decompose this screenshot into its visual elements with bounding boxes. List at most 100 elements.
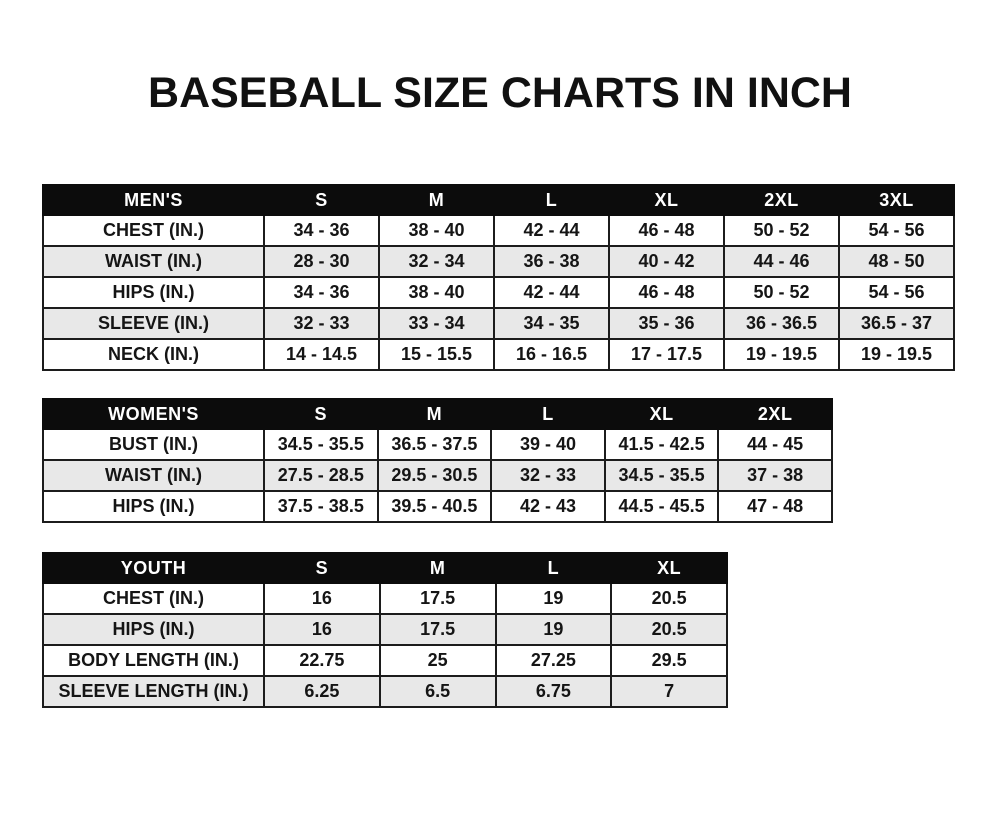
size-value-cell: 29.5 - 30.5 [376, 459, 493, 492]
womens-size-table: WOMEN'S S M L XL 2XL BUST (IN.) 34.5 - 35.5 36.5… [42, 398, 833, 523]
womens-size-header-cell: S [263, 398, 379, 430]
size-value-cell: 37.5 - 38.5 [263, 490, 379, 523]
size-value-cell: 36.5 - 37.5 [376, 428, 493, 461]
size-value-cell: 16 [263, 613, 381, 646]
size-value-cell: 7 [610, 675, 728, 708]
mens-measurement-row: CHEST (IN.) 34 - 36 38 - 40 42 - 44 46 - 48 5… [42, 214, 955, 247]
size-value-cell: 34.5 - 35.5 [263, 428, 379, 461]
size-value-cell: 19 - 19.5 [723, 338, 840, 371]
size-value-cell: 16 - 16.5 [493, 338, 610, 371]
womens-size-header-cell: XL [603, 398, 720, 430]
size-value-cell: 42 - 43 [490, 490, 606, 523]
measurement-label: SLEEVE (IN.) [42, 307, 265, 340]
mens-table-title-cell: MEN'S [42, 184, 265, 216]
size-value-cell: 38 - 40 [378, 214, 495, 247]
size-value-cell: 34 - 36 [263, 214, 380, 247]
size-value-cell: 6.5 [378, 675, 497, 708]
size-value-cell: 20.5 [610, 613, 728, 646]
size-value-cell: 50 - 52 [723, 276, 840, 309]
mens-header-row: MEN'S S M L XL 2XL 3XL [42, 184, 955, 216]
youth-measurement-row: SLEEVE LENGTH (IN.) 6.25 6.5 6.75 7 [42, 675, 728, 708]
size-charts-container: MEN'S S M L XL 2XL 3XL CHEST (IN.) 34 - 36 38 - 4… [0, 184, 1000, 708]
size-value-cell: 32 - 33 [263, 307, 380, 340]
size-value-cell: 36.5 - 37 [838, 307, 955, 340]
size-value-cell: 39.5 - 40.5 [376, 490, 493, 523]
mens-measurement-row: SLEEVE (IN.) 32 - 33 33 - 34 34 - 35 35 - 36… [42, 307, 955, 340]
mens-size-header-cell: L [493, 184, 610, 216]
measurement-label: WAIST (IN.) [42, 245, 265, 278]
womens-table-title-cell: WOMEN'S [42, 398, 265, 430]
size-value-cell: 42 - 44 [493, 276, 610, 309]
measurement-label: CHEST (IN.) [42, 582, 265, 615]
womens-size-header-cell: L [490, 398, 606, 430]
size-value-cell: 6.25 [263, 675, 381, 708]
size-value-cell: 41.5 - 42.5 [603, 428, 720, 461]
measurement-label: WAIST (IN.) [42, 459, 265, 492]
mens-size-header-cell: M [378, 184, 495, 216]
size-value-cell: 25 [378, 644, 497, 677]
size-value-cell: 34 - 35 [493, 307, 610, 340]
mens-size-header-cell: S [263, 184, 380, 216]
size-value-cell: 38 - 40 [378, 276, 495, 309]
size-value-cell: 46 - 48 [608, 276, 725, 309]
womens-size-header-cell: 2XL [717, 398, 833, 430]
youth-size-header-cell: S [263, 552, 381, 584]
size-value-cell: 17 - 17.5 [608, 338, 725, 371]
size-value-cell: 32 - 33 [490, 459, 606, 492]
size-value-cell: 17.5 [378, 613, 497, 646]
size-value-cell: 16 [263, 582, 381, 615]
youth-measurement-row: BODY LENGTH (IN.) 22.75 25 27.25 29.5 [42, 644, 728, 677]
measurement-label: NECK (IN.) [42, 338, 265, 371]
size-value-cell: 46 - 48 [608, 214, 725, 247]
size-value-cell: 28 - 30 [263, 245, 380, 278]
size-value-cell: 44 - 46 [723, 245, 840, 278]
youth-size-table: YOUTH S M L XL CHEST (IN.) 16 17.5 19 20.5 HIPS (I… [42, 552, 728, 708]
size-value-cell: 54 - 56 [838, 214, 955, 247]
size-value-cell: 48 - 50 [838, 245, 955, 278]
size-value-cell: 34 - 36 [263, 276, 380, 309]
size-value-cell: 44.5 - 45.5 [603, 490, 720, 523]
size-value-cell: 36 - 36.5 [723, 307, 840, 340]
size-value-cell: 33 - 34 [378, 307, 495, 340]
size-value-cell: 19 - 19.5 [838, 338, 955, 371]
measurement-label: HIPS (IN.) [42, 276, 265, 309]
youth-size-chart-section: YOUTH S M L XL CHEST (IN.) 16 17.5 19 20.5 HIPS (I… [42, 552, 1000, 708]
youth-measurement-row: HIPS (IN.) 16 17.5 19 20.5 [42, 613, 728, 646]
size-value-cell: 14 - 14.5 [263, 338, 380, 371]
size-value-cell: 39 - 40 [490, 428, 606, 461]
womens-measurement-row: HIPS (IN.) 37.5 - 38.5 39.5 - 40.5 42 - 43 4… [42, 490, 833, 523]
youth-measurement-row: CHEST (IN.) 16 17.5 19 20.5 [42, 582, 728, 615]
size-value-cell: 19 [494, 582, 613, 615]
womens-measurement-row: BUST (IN.) 34.5 - 35.5 36.5 - 37.5 39 - 40 4… [42, 428, 833, 461]
size-value-cell: 27.5 - 28.5 [263, 459, 379, 492]
womens-size-header-cell: M [376, 398, 493, 430]
size-value-cell: 54 - 56 [838, 276, 955, 309]
size-value-cell: 47 - 48 [717, 490, 833, 523]
size-value-cell: 35 - 36 [608, 307, 725, 340]
youth-header-row: YOUTH S M L XL [42, 552, 728, 584]
size-value-cell: 37 - 38 [717, 459, 833, 492]
mens-measurement-row: WAIST (IN.) 28 - 30 32 - 34 36 - 38 40 - 42 4… [42, 245, 955, 278]
measurement-label: SLEEVE LENGTH (IN.) [42, 675, 265, 708]
size-value-cell: 17.5 [378, 582, 497, 615]
size-value-cell: 36 - 38 [493, 245, 610, 278]
measurement-label: BODY LENGTH (IN.) [42, 644, 265, 677]
size-value-cell: 44 - 45 [717, 428, 833, 461]
measurement-label: HIPS (IN.) [42, 613, 265, 646]
size-value-cell: 22.75 [263, 644, 381, 677]
mens-size-header-cell: 3XL [838, 184, 955, 216]
measurement-label: CHEST (IN.) [42, 214, 265, 247]
youth-table-title-cell: YOUTH [42, 552, 265, 584]
mens-measurement-row: HIPS (IN.) 34 - 36 38 - 40 42 - 44 46 - 48 50… [42, 276, 955, 309]
measurement-label: HIPS (IN.) [42, 490, 265, 523]
size-value-cell: 15 - 15.5 [378, 338, 495, 371]
size-value-cell: 6.75 [494, 675, 613, 708]
youth-size-header-cell: M [378, 552, 497, 584]
womens-measurement-row: WAIST (IN.) 27.5 - 28.5 29.5 - 30.5 32 - 33… [42, 459, 833, 492]
size-value-cell: 29.5 [610, 644, 728, 677]
size-chart-page: { "page": { "title": "BASEBALL SIZE CHAR… [0, 72, 1000, 824]
size-value-cell: 19 [494, 613, 613, 646]
size-value-cell: 34.5 - 35.5 [603, 459, 720, 492]
size-value-cell: 40 - 42 [608, 245, 725, 278]
youth-size-header-cell: XL [610, 552, 728, 584]
